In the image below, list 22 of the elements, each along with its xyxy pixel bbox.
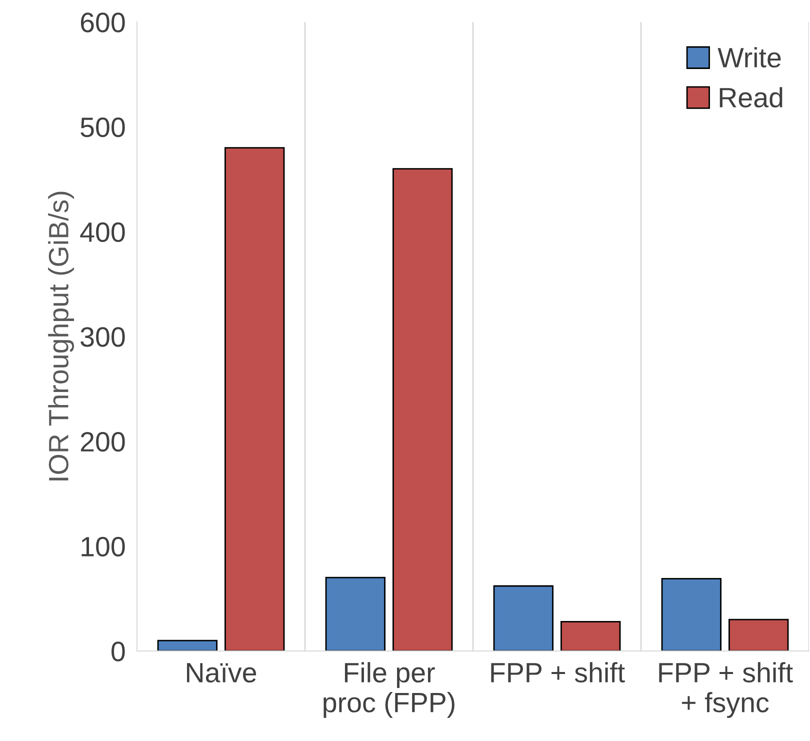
y-tick-label: 0 [112, 642, 125, 662]
bar [157, 640, 218, 651]
bar [661, 578, 722, 651]
x-tick-label: FPP + shift + fsync [659, 662, 793, 718]
bar [224, 147, 285, 651]
x-tick-label: Naïve [187, 663, 256, 683]
bar [728, 618, 789, 651]
y-tick-label: 500 [80, 118, 125, 138]
y-tick-label: 600 [80, 12, 125, 32]
bar [392, 168, 453, 651]
legend-label: Read [720, 87, 782, 108]
y-tick-label: 400 [80, 222, 125, 242]
bar [493, 585, 554, 651]
y-axis-title: IOR Throughput (GiB/s) [48, 192, 74, 480]
y-tick-label: 100 [82, 536, 125, 557]
x-tick-label: FPP + shift [491, 662, 625, 683]
y-tick-label: 300 [80, 327, 125, 347]
y-tick-label: 200 [80, 432, 125, 452]
legend-label: Write [718, 47, 781, 68]
bar [560, 620, 621, 651]
bar [325, 576, 386, 651]
x-tick-label: File per proc (FPP) [324, 662, 454, 718]
